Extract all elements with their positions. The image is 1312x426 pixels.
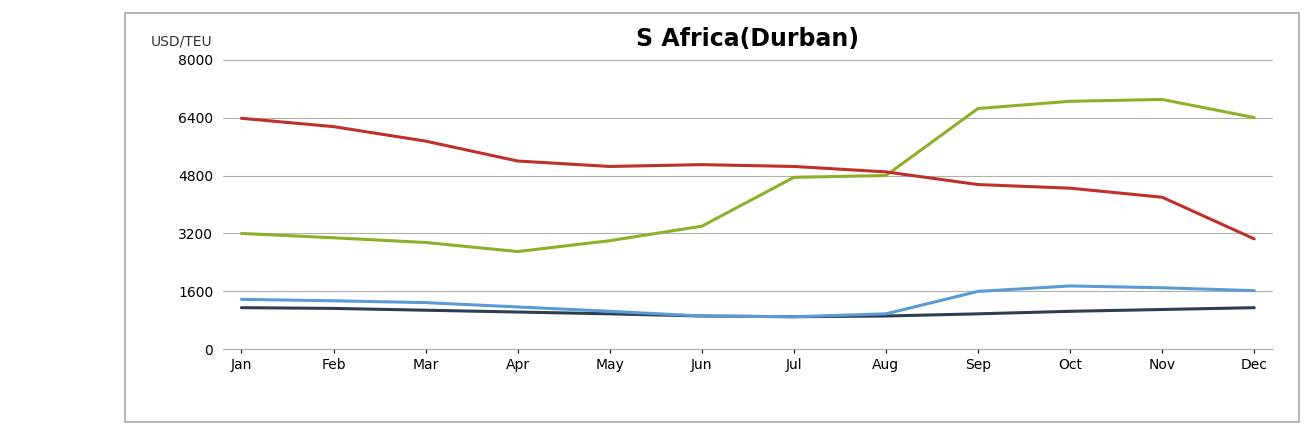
2020 (786, 314, 802, 320)
2021 (694, 224, 710, 229)
Line: 2019: 2019 (241, 308, 1254, 317)
2021 (510, 249, 526, 254)
2021 (1063, 99, 1078, 104)
2019 (694, 314, 710, 319)
2020 (234, 297, 249, 302)
2021 (1246, 115, 1262, 120)
Title: S Africa(Durban): S Africa(Durban) (636, 27, 859, 51)
2022 (694, 162, 710, 167)
2021 (786, 175, 802, 180)
2022 (417, 138, 433, 144)
2019 (970, 311, 985, 317)
2020 (325, 298, 341, 303)
2022 (786, 164, 802, 169)
2020 (417, 300, 433, 305)
2019 (510, 309, 526, 314)
2022 (1155, 195, 1170, 200)
2020 (878, 311, 893, 317)
2022 (1246, 236, 1262, 242)
Line: 2021: 2021 (241, 100, 1254, 251)
2020 (1155, 285, 1170, 291)
2022 (234, 116, 249, 121)
2019 (325, 306, 341, 311)
2021 (970, 106, 985, 111)
2019 (1063, 309, 1078, 314)
2022 (878, 170, 893, 175)
2022 (1063, 186, 1078, 191)
2020 (602, 309, 618, 314)
Line: 2022: 2022 (241, 118, 1254, 239)
2019 (417, 308, 433, 313)
2019 (878, 314, 893, 319)
2022 (325, 124, 341, 129)
Legend: 2019, 2020, 2021, 2022, 2023: 2019, 2020, 2021, 2022, 2023 (509, 421, 987, 426)
2020 (510, 305, 526, 310)
2022 (602, 164, 618, 169)
2020 (1063, 283, 1078, 288)
2021 (878, 173, 893, 178)
2020 (970, 289, 985, 294)
2020 (694, 314, 710, 319)
2019 (602, 311, 618, 317)
Text: USD/TEU: USD/TEU (151, 34, 213, 48)
2019 (1155, 307, 1170, 312)
2021 (1155, 97, 1170, 102)
2021 (234, 231, 249, 236)
2019 (234, 305, 249, 310)
Line: 2020: 2020 (241, 286, 1254, 317)
2019 (786, 314, 802, 320)
2021 (602, 238, 618, 243)
2022 (970, 182, 985, 187)
2021 (325, 235, 341, 240)
2022 (510, 158, 526, 164)
2020 (1246, 288, 1262, 293)
2019 (1246, 305, 1262, 310)
2021 (417, 240, 433, 245)
